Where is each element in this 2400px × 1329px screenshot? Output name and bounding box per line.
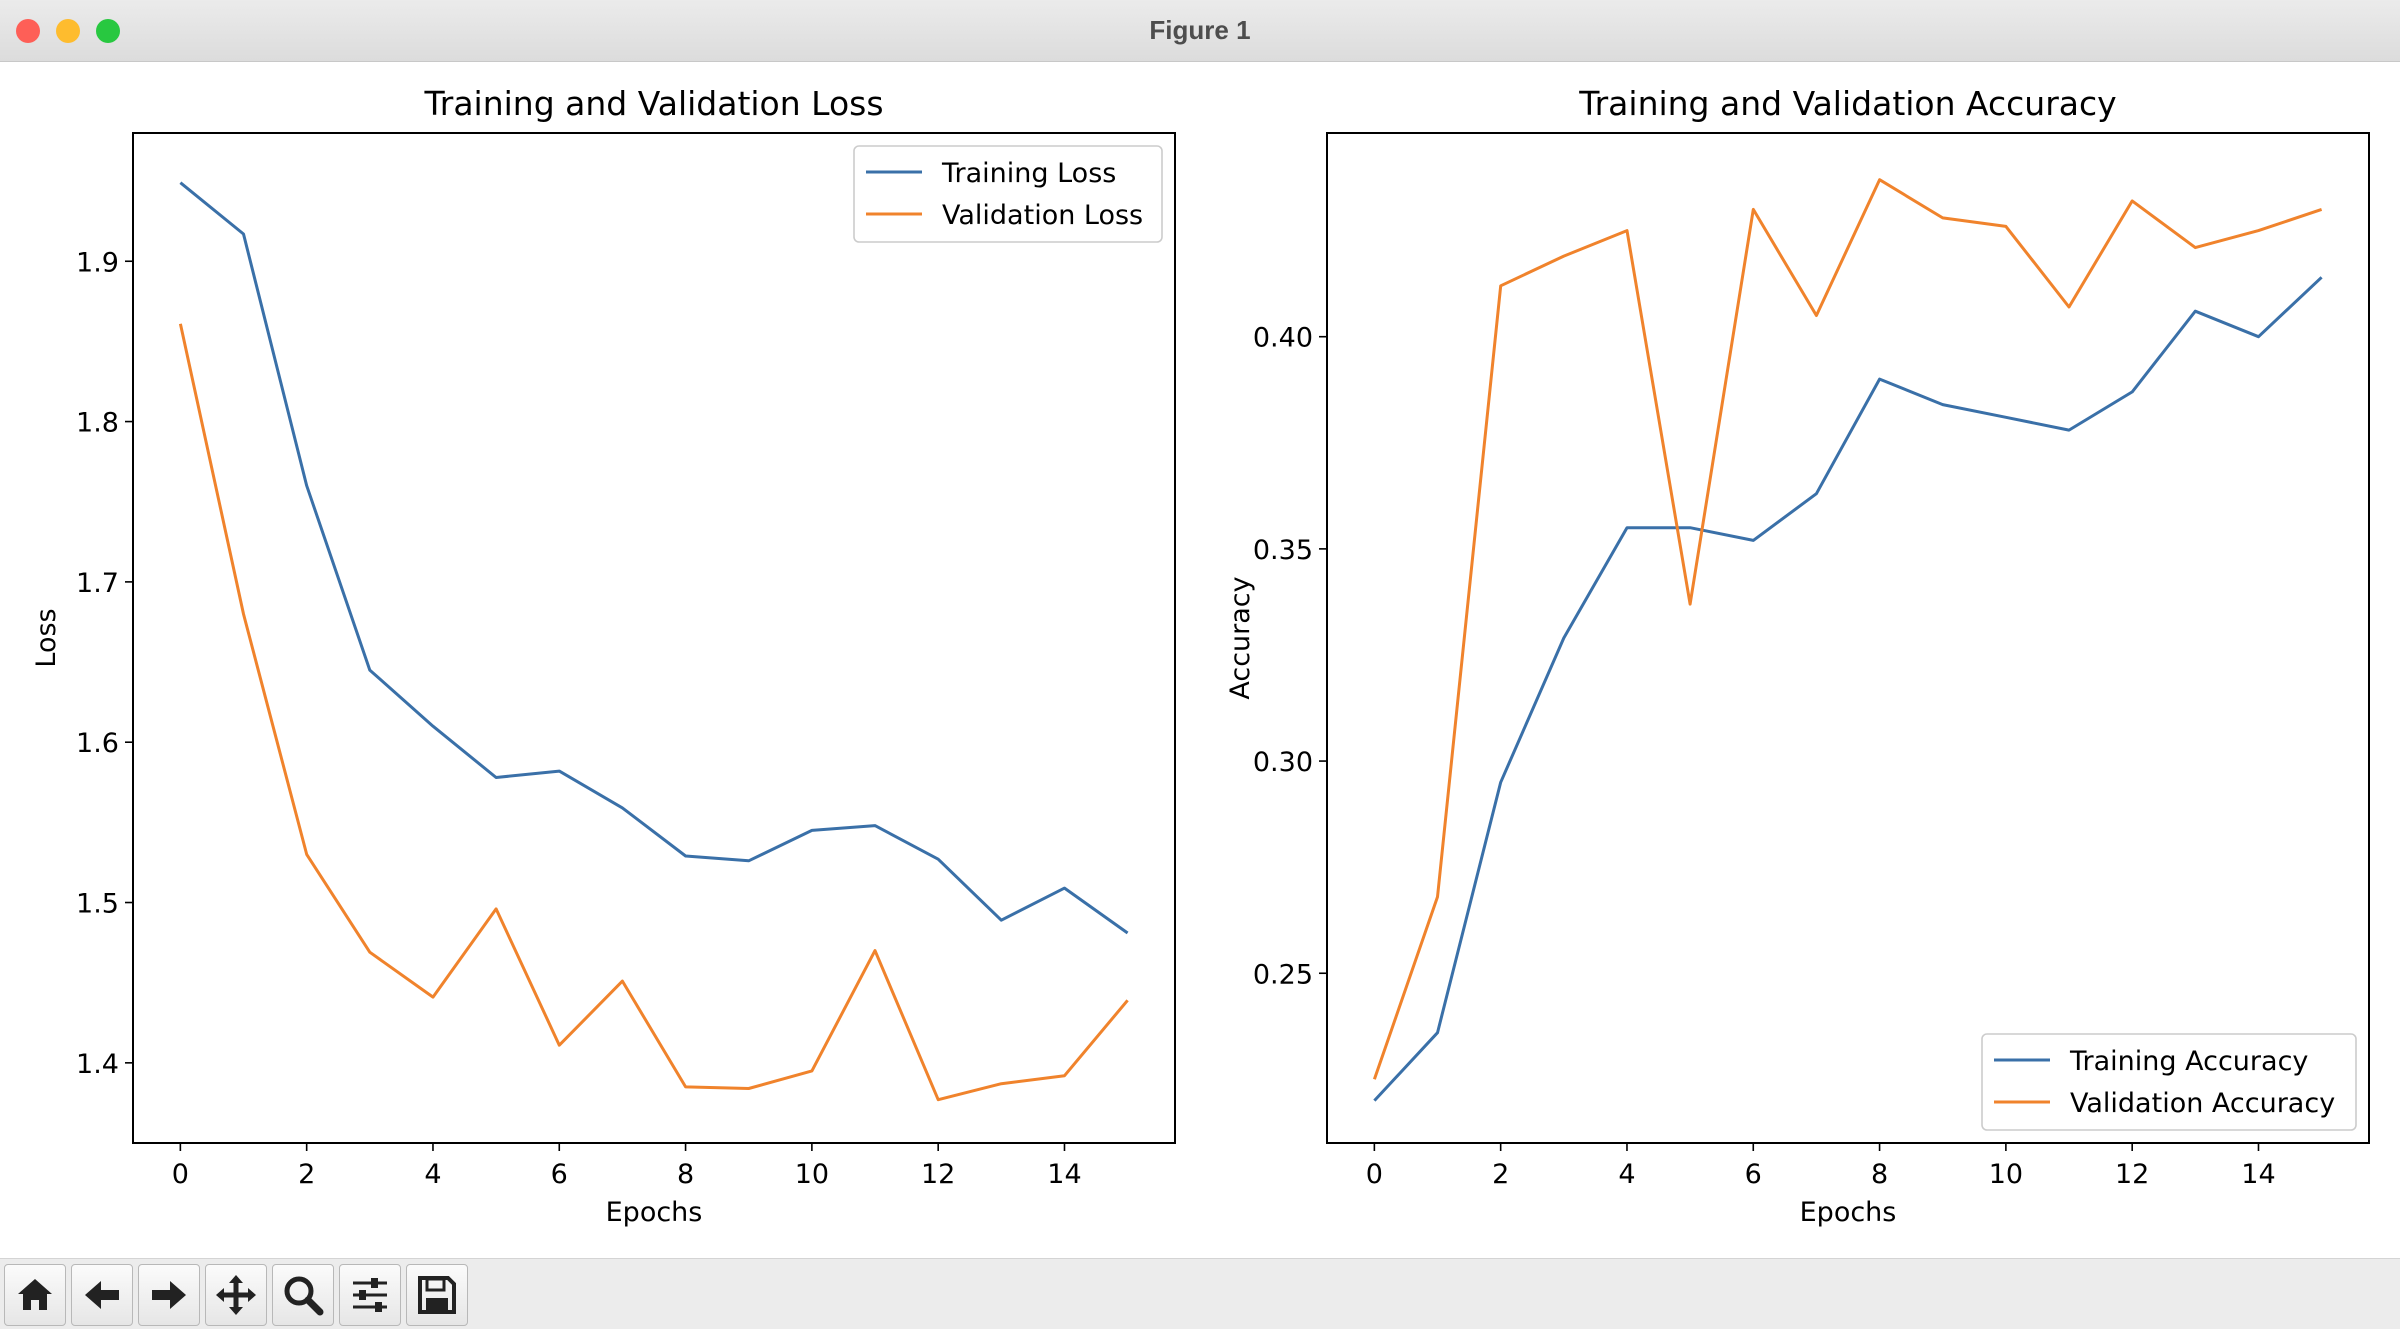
legend-label: Training Accuracy xyxy=(2069,1046,2308,1077)
zoom-rect-button[interactable] xyxy=(272,1264,334,1326)
navigation-toolbar xyxy=(0,1258,2400,1329)
axes-frame xyxy=(132,132,1176,1144)
series-line-1 xyxy=(1373,276,2323,1102)
y-tick-label: 0.35 xyxy=(1253,535,1313,566)
x-tick-label: 8 xyxy=(1871,1159,1888,1190)
x-axis-label: Epochs xyxy=(606,1197,703,1228)
window-title: Figure 1 xyxy=(1149,15,1251,45)
series-line-1 xyxy=(179,181,1129,935)
y-tick-label: 1.7 xyxy=(76,568,119,599)
y-axis-label: Loss xyxy=(31,608,62,667)
legend: Training Accuracy Validation Accuracy xyxy=(1981,1033,2357,1131)
x-axis-label: Epochs xyxy=(1800,1197,1897,1228)
y-tick-label: 1.6 xyxy=(76,728,119,759)
y-tick-label: 0.40 xyxy=(1253,323,1313,354)
x-tick-label: 12 xyxy=(921,1159,955,1190)
x-tick-label: 0 xyxy=(172,1159,189,1190)
legend-label: Validation Loss xyxy=(942,200,1143,231)
forward-arrow-icon xyxy=(152,1281,186,1309)
configure-subplots-icon xyxy=(353,1278,387,1312)
back-button[interactable] xyxy=(71,1264,133,1326)
x-tick-label: 14 xyxy=(2241,1159,2275,1190)
x-tick-label: 6 xyxy=(551,1159,568,1190)
y-tick-label: 0.30 xyxy=(1253,747,1313,778)
x-tick-label: 4 xyxy=(424,1159,441,1190)
title-bar[interactable]: Figure 1 xyxy=(0,0,2400,62)
legend-box xyxy=(853,145,1163,243)
x-tick-label: 8 xyxy=(677,1159,694,1190)
x-tick-label: 12 xyxy=(2115,1159,2149,1190)
forward-button[interactable] xyxy=(138,1264,200,1326)
save-button[interactable] xyxy=(406,1264,468,1326)
y-tick-label: 1.9 xyxy=(76,247,119,278)
pan-move-icon xyxy=(216,1275,256,1315)
legend-label: Validation Accuracy xyxy=(2070,1088,2335,1119)
accuracy-chart: 0 2 4 6 8 10 12 14 0.25 0.30 0.35 0.40 Training and … xyxy=(1225,84,2370,1228)
axes-frame xyxy=(1326,132,2370,1144)
x-tick-label: 10 xyxy=(795,1159,829,1190)
zoom-window-button[interactable] xyxy=(96,19,120,43)
y-tick-label: 1.5 xyxy=(76,889,119,920)
pan-button[interactable] xyxy=(205,1264,267,1326)
back-arrow-icon xyxy=(85,1281,119,1309)
y-tick-label: 1.8 xyxy=(76,408,119,439)
y-axis-label: Accuracy xyxy=(1225,576,1256,699)
x-tick-label: 6 xyxy=(1745,1159,1762,1190)
loss-chart: 0 2 4 6 8 10 12 14 1.4 1.5 1.6 1.7 1.8 1.9 Training an… xyxy=(31,84,1176,1228)
x-tick-label: 4 xyxy=(1618,1159,1635,1190)
x-tick-label: 2 xyxy=(298,1159,315,1190)
configure-subplots-button[interactable] xyxy=(339,1264,401,1326)
figure-canvas[interactable]: 0 2 4 6 8 10 12 14 1.4 1.5 1.6 1.7 1.8 1.9 Training an… xyxy=(0,62,2400,1258)
series-line-2 xyxy=(178,323,1129,1102)
y-tick-label: 1.4 xyxy=(76,1049,119,1080)
legend: Training Loss Validation Loss xyxy=(853,145,1163,243)
minimize-window-button[interactable] xyxy=(56,19,80,43)
chart-title: Training and Validation Loss xyxy=(423,84,883,123)
legend-box xyxy=(1981,1033,2357,1131)
zoom-magnifier-icon xyxy=(284,1276,324,1316)
x-tick-label: 2 xyxy=(1492,1159,1509,1190)
y-tick-label: 0.25 xyxy=(1253,959,1313,990)
chart-title: Training and Validation Accuracy xyxy=(1578,84,2116,123)
home-button[interactable] xyxy=(4,1264,66,1326)
save-floppy-icon xyxy=(418,1276,456,1314)
x-tick-label: 10 xyxy=(1989,1159,2023,1190)
series-line-2 xyxy=(1372,178,2323,1080)
x-tick-label: 0 xyxy=(1366,1159,1383,1190)
close-window-button[interactable] xyxy=(16,19,40,43)
home-icon xyxy=(18,1279,52,1310)
x-tick-label: 14 xyxy=(1047,1159,1081,1190)
legend-label: Training Loss xyxy=(941,158,1116,189)
